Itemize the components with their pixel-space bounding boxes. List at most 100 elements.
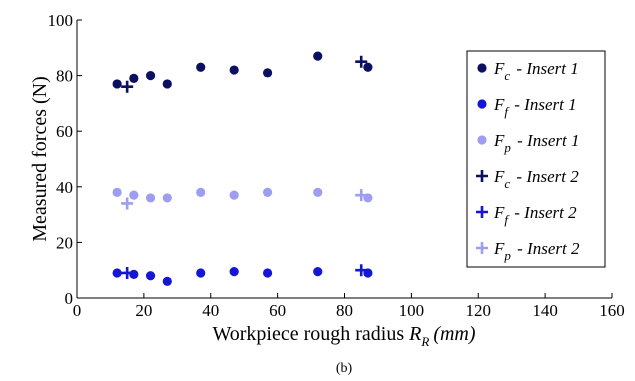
data-point [313, 187, 323, 197]
legend-marker [477, 135, 487, 145]
legend-label: Fc - Insert 1 [493, 59, 579, 83]
data-points [112, 51, 373, 286]
legend-marker [476, 170, 488, 182]
x-axis-label: Workpiece rough radius RR (mm) [212, 323, 475, 349]
x-axis-label-symbol: R [408, 323, 421, 345]
x-tick-label: 100 [399, 301, 425, 320]
y-tick-label: 0 [65, 289, 74, 308]
data-point [162, 193, 172, 203]
data-point [129, 73, 139, 83]
legend-item: Fp - Insert 1 [477, 131, 579, 155]
data-point [121, 80, 134, 93]
x-tick-label: 80 [336, 301, 353, 320]
ticks: 0 20 40 60 80 100 120 140 160 0 20 40 60 80 100 [48, 11, 625, 320]
data-point [313, 266, 323, 277]
data-point [129, 190, 139, 200]
data-point [355, 55, 368, 68]
data-point [129, 269, 139, 279]
data-point [355, 189, 368, 202]
legend-item: Fc - Insert 2 [476, 167, 579, 191]
legend-symbol: F [493, 95, 505, 114]
x-axis-label-unit: (mm) [433, 323, 476, 345]
x-axis-label-text: Workpiece rough radius [212, 323, 404, 345]
legend-label: Fc - Insert 2 [493, 167, 579, 191]
data-point [121, 197, 134, 210]
data-point [162, 79, 172, 89]
y-tick-label: 80 [56, 67, 73, 86]
legend-suffix: - Insert 2 [510, 203, 577, 222]
legend-label: Fp - Insert 2 [493, 239, 580, 263]
data-point [121, 266, 134, 279]
data-point [313, 51, 323, 61]
series-4 [121, 55, 368, 93]
legend-marker [477, 99, 487, 109]
legend-symbol: F [493, 167, 505, 186]
legend-subscript: f [504, 212, 510, 227]
data-point [262, 268, 273, 278]
data-point [112, 268, 122, 278]
data-point [196, 62, 206, 72]
y-tick-label: 40 [56, 178, 73, 197]
legend-marker [477, 63, 487, 73]
x-tick-label: 0 [73, 301, 82, 320]
series-2 [112, 266, 373, 286]
data-point [355, 264, 368, 277]
series-1 [112, 51, 373, 89]
legend-label: Ff - Insert 1 [493, 95, 577, 119]
data-point [262, 187, 273, 197]
legend-suffix: - Insert 1 [513, 131, 580, 150]
legend-box [466, 50, 606, 268]
legend-symbol: F [493, 203, 505, 222]
legend-marker [476, 206, 488, 218]
x-tick-label: 140 [532, 301, 558, 320]
x-axis-label-subscript: R [420, 334, 429, 349]
data-point [229, 190, 239, 200]
y-tick-label: 20 [56, 233, 73, 252]
y-tick-label: 100 [48, 11, 74, 30]
legend-suffix: - Insert 2 [512, 167, 579, 186]
legend-suffix: - Insert 1 [512, 59, 579, 78]
legend-item: Fc - Insert 1 [477, 59, 579, 83]
legend-subscript: c [504, 68, 510, 83]
figure-caption: (b) [336, 361, 353, 376]
legend-item: Ff - Insert 2 [476, 203, 577, 227]
x-tick-label: 20 [135, 301, 152, 320]
legend-subscript: f [504, 104, 510, 119]
y-tick-label: 60 [56, 122, 73, 141]
x-tick-label: 40 [202, 301, 219, 320]
x-tick-label: 160 [599, 301, 625, 320]
legend-symbol: F [493, 239, 505, 258]
legend-subscript: c [504, 176, 510, 191]
legend-suffix: - Insert 2 [513, 239, 580, 258]
data-point [145, 71, 156, 81]
legend-label: Ff - Insert 2 [493, 203, 577, 227]
legend-symbol: F [493, 59, 505, 78]
data-point [196, 268, 206, 278]
series-5 [121, 264, 368, 279]
legend-subscript: p [503, 248, 511, 263]
data-point [145, 193, 156, 203]
x-tick-label: 60 [269, 301, 286, 320]
legend-label: Fp - Insert 1 [493, 131, 579, 155]
data-point [196, 187, 206, 197]
data-point [262, 68, 273, 78]
data-point [229, 266, 239, 277]
data-point [145, 271, 156, 281]
legend-symbol: F [493, 131, 505, 150]
legend-suffix: - Insert 1 [510, 95, 577, 114]
y-axis-label: Measured forces (N) [29, 76, 51, 241]
x-tick-label: 120 [466, 301, 492, 320]
legend-item: Ff - Insert 1 [477, 95, 577, 119]
data-point [112, 79, 122, 89]
data-point [162, 276, 172, 286]
data-point [112, 187, 122, 197]
legend-marker [476, 242, 488, 254]
legend-item: Fp - Insert 2 [476, 239, 580, 263]
series-6 [121, 189, 368, 210]
data-point [229, 65, 239, 75]
series-3 [112, 187, 373, 203]
data-point [363, 62, 373, 72]
legend: Fc - Insert 1Ff - Insert 1Fp - Insert 1F… [466, 50, 606, 268]
legend-subscript: p [503, 140, 511, 155]
